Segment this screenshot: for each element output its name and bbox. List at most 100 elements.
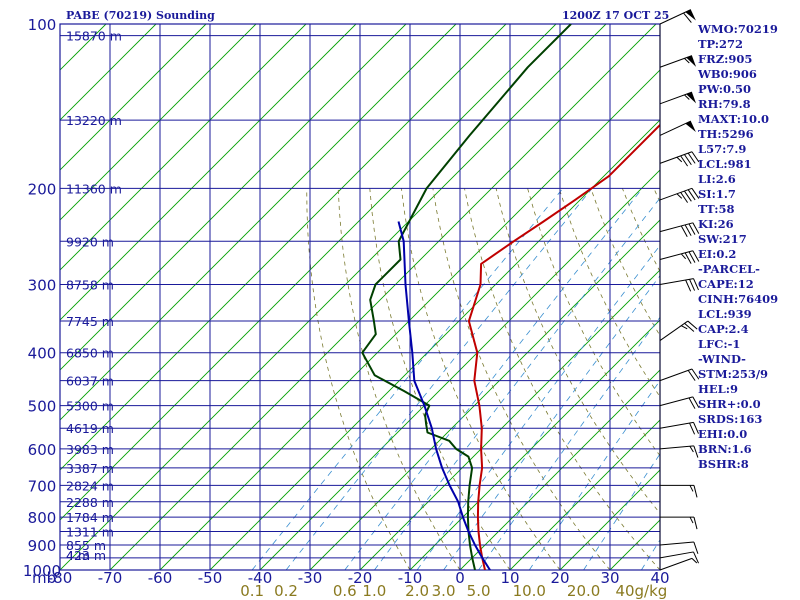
wind-barb [659,222,700,237]
wind-barb [659,551,699,564]
height-label: 13220 m [66,113,122,128]
index-4: PW:0.50 [698,82,752,96]
height-label: 9920 m [66,234,114,249]
mixing-ratio-line [374,197,660,570]
height-label: 6850 m [66,346,114,361]
isotherm-line [60,24,607,570]
pressure-tick-label: 500 [28,398,57,416]
wind-barb [659,91,697,105]
isotherm-line [60,24,257,221]
wind-barb [659,120,696,136]
height-label: 7745 m [66,314,114,329]
wind-barb [659,250,700,264]
wind-barb [660,516,698,530]
dry-adiabat-line [369,188,511,570]
index-14: SW:217 [698,232,747,246]
index-9: LCL:981 [698,157,752,171]
temperature-tick-label: -60 [148,569,173,587]
mixing-ratio-label: 2.0 [405,582,429,600]
temperature-tick-label: 10 [500,569,519,587]
index-28: BRN:1.6 [698,442,752,456]
height-label: 2288 m [66,495,114,510]
index-3: WB0:906 [698,67,757,81]
mixing-ratio-label: 3.0 [432,582,456,600]
dewpoint-line [361,24,572,570]
height-label: 3983 m [66,442,114,457]
height-label: 5300 m [66,399,114,414]
pressure-unit-label: mb [32,569,56,587]
dry-adiabat-line [464,188,660,570]
mixing-ratio-label: 0.6 [333,582,357,600]
pressure-tick-label: 100 [28,16,57,34]
height-label: 423 m [66,548,106,563]
isotherm-line [509,419,660,570]
dry-adiabat-line [558,188,660,398]
dry-adiabat-line [495,188,660,514]
wind-barb [659,421,699,435]
temperature-tick-label: 30 [600,569,619,587]
parcel-line [397,221,491,570]
index-22: -WIND- [698,352,746,366]
temperature-tick-label: -50 [198,569,223,587]
mixing-ratio-label: 1.0 [362,582,386,600]
isotherm-line [259,169,660,570]
isotherm-line [209,119,660,570]
height-label: 8758 m [66,278,114,293]
temperature-tick-label: 40 [650,569,669,587]
frame-grid-layer [59,23,661,571]
wind-barb [659,9,696,25]
mixing-ratio-label: 0.1 [240,582,264,600]
chart-title: PABE (70219) Sounding [66,9,215,22]
index-0: WMO:70219 [698,22,778,36]
pressure-tick-label: 900 [28,537,57,555]
index-15: EI:0.2 [698,247,737,261]
dry-adiabat-line [590,188,660,337]
temperature-tick-label: -80 [48,569,73,587]
height-label: 4 m [66,548,90,563]
index-2: FRZ:905 [698,52,753,66]
isotherm-line [60,24,507,471]
wind-barb [659,320,698,341]
temperature-tick-label: 20 [550,569,569,587]
sounding-layer [361,24,660,570]
height-label-layer: 15870 m 13220 m 11360 m 9920 m 8758 m 7745 m 6… [66,29,122,563]
height-label: 3387 m [66,461,114,476]
temperature-line [467,123,660,570]
wind-barb [659,278,699,292]
mixing-ratio-line [251,188,564,570]
wind-barb [659,557,698,571]
isotherm-line [60,24,407,371]
wind-barb [659,368,700,382]
height-label: 15870 m [66,29,122,44]
temperature-tick-label: -40 [248,569,273,587]
index-17: CAPE:12 [698,277,754,291]
index-26: SRDS:163 [698,412,763,426]
index-11: SI:1.7 [698,187,736,201]
isotherm-line [60,24,357,321]
chart-timestamp: 1200Z 17 OCT 25 [562,9,670,22]
temperature-tick-label: 0 [455,569,465,587]
index-23: STM:253/9 [698,367,769,381]
pressure-tick-label: 800 [28,509,57,527]
isotherm-line [60,24,557,521]
index-12: TT:58 [698,202,735,216]
index-13: KI:26 [698,217,734,231]
height-label: 2824 m [66,478,114,493]
index-20: CAP:2.4 [698,322,749,336]
temperature-tick-label: -30 [298,569,323,587]
mixing-ratio-label: 10.0 [513,582,546,600]
isotherm-line [60,24,207,171]
isotherm-line [409,319,660,570]
isotherm-line [60,24,157,121]
mixing-ratio-line [443,275,660,570]
pressure-tick-label: 700 [28,477,57,495]
index-29: BSHR:8 [698,457,749,471]
mixing-ratio-label: 40g/kg [615,582,667,600]
index-18: CINH:76409 [698,292,779,306]
temperature-tick-label: -20 [348,569,373,587]
pressure-tick-label: 1000 [23,562,61,580]
pressure-tick-label: 200 [28,180,57,198]
index-19: LCL:939 [698,307,752,321]
height-label: 1784 m [66,510,114,525]
